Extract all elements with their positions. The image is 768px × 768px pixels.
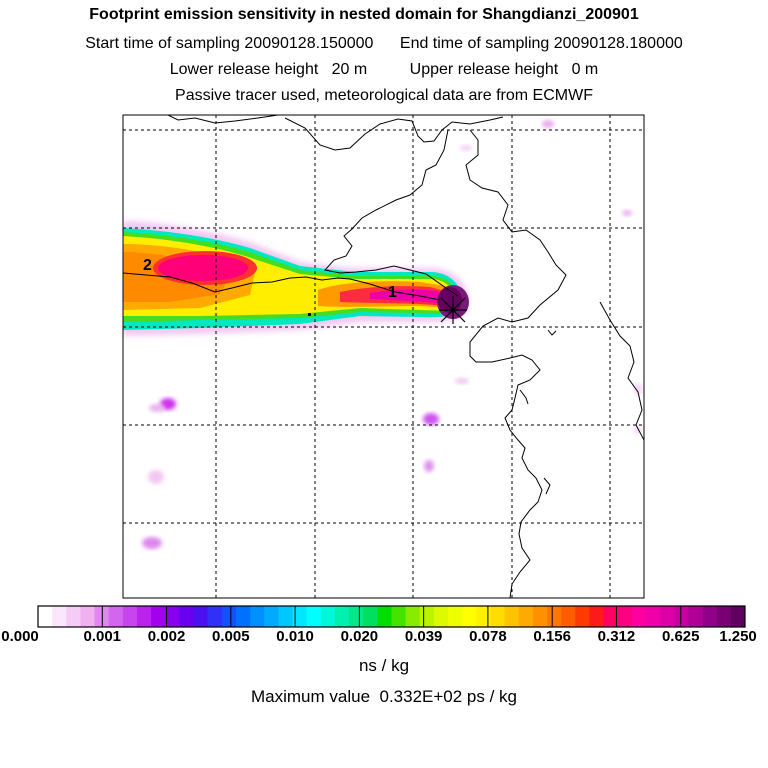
colorbar-cell: [433, 606, 449, 627]
colorbar-cell: [377, 606, 392, 627]
colorbar-cell: [264, 606, 279, 627]
colorbar-cell: [617, 606, 633, 627]
colorbar-cell: [730, 606, 746, 627]
colorbar-tick-label: 0.002: [147, 628, 186, 645]
colorbar-cell: [631, 606, 647, 627]
unit-label: ns / kg: [358, 656, 410, 675]
tracer-note: Passive tracer used, meteorological data…: [175, 87, 593, 104]
colorbar-cell: [448, 606, 463, 627]
plot-title: Footprint emission sensitivity in nested…: [89, 6, 639, 23]
coastlines-borders: [123, 115, 644, 598]
colorbar-cell: [136, 606, 152, 627]
colorbar-cell: [532, 606, 548, 627]
colorbar-cell: [151, 606, 166, 627]
plume: [123, 120, 642, 549]
grid-lines: [123, 115, 644, 598]
upper-value: 0 m: [571, 61, 599, 78]
colorbar-tick-label: 0.000: [1, 628, 39, 645]
colorbar-cell: [589, 606, 605, 627]
colorbar-cell: [547, 606, 562, 627]
colorbar-cell: [702, 606, 718, 627]
colorbar-tick-label: 0.156: [533, 628, 571, 645]
colorbar-cell: [165, 606, 180, 627]
colorbar-cell: [207, 606, 223, 627]
release-heights: Lower release height 20 m Upper release …: [0, 61, 768, 79]
colorbar-cell: [490, 606, 506, 627]
colorbar-cell: [363, 606, 378, 627]
colorbar-cell: [320, 606, 336, 627]
colorbar-tick-label: 0.020: [340, 628, 379, 645]
marker-label-1: 1: [388, 284, 397, 301]
colorbar-cell: [38, 606, 53, 627]
lower-value: 20 m: [331, 61, 368, 78]
end-label: End time of sampling: [399, 35, 550, 52]
colorbar-cell: [674, 606, 689, 627]
colorbar-cell: [716, 606, 732, 627]
colorbar-cell: [193, 606, 209, 627]
colorbar-cell: [688, 606, 704, 627]
colorbar-cell: [405, 606, 421, 627]
colorbar-tick-label: 0.078: [469, 628, 507, 645]
colorbar-cell: [603, 606, 619, 627]
colorbar-cell: [646, 606, 661, 627]
colorbar-cell: [306, 606, 322, 627]
colorbar-tick-label: 0.039: [404, 628, 443, 645]
colorbar-tick-label: 0.010: [276, 628, 314, 645]
map-frame: [122, 114, 645, 599]
marker-label-2: 2: [143, 257, 152, 274]
colorbar-cell: [292, 606, 308, 627]
max-value-line: Maximum value 0.332E+02 ps / kg: [0, 687, 768, 707]
max-label: Maximum value: [250, 687, 371, 706]
colorbar-cell: [66, 606, 81, 627]
receptor-station: [439, 296, 467, 324]
colorbar-frame: [37, 605, 746, 628]
colorbar-cell: [334, 606, 350, 627]
lower-label: Lower release height: [169, 61, 319, 78]
colorbar-cell: [419, 606, 435, 627]
colorbar-tick-label: 0.005: [212, 628, 250, 645]
start-value: 20090128.150000: [244, 35, 374, 52]
colorbar-cell: [476, 606, 491, 627]
colorbar-cell: [349, 606, 364, 627]
colorbar-tick-label: 1.250: [719, 628, 757, 645]
end-value: 20090128.180000: [553, 35, 683, 52]
colorbar-cell: [122, 606, 138, 627]
upper-label: Upper release height: [409, 61, 559, 78]
colorbar-cell: [660, 606, 675, 627]
colorbar-cell: [179, 606, 195, 627]
start-label: Start time of sampling: [85, 35, 240, 52]
colorbar: [37, 605, 746, 628]
colorbar-cell: [561, 606, 576, 627]
colorbar-tick-label: 0.312: [597, 628, 636, 645]
marker-dot: [308, 313, 311, 316]
colorbar-cell: [278, 606, 294, 627]
sampling-times: Start time of sampling 20090128.150000 E…: [0, 35, 768, 53]
colorbar-cell: [52, 606, 67, 627]
colorbar-cell: [235, 606, 251, 627]
colorbar-dividers: [101, 606, 682, 627]
colorbar-cell: [108, 606, 124, 627]
colorbar-cell: [221, 606, 237, 627]
max-value: 0.332E+02 ps / kg: [379, 687, 518, 706]
colorbar-cell: [462, 606, 477, 627]
colorbar-cell: [80, 606, 96, 627]
colorbar-cells: [38, 606, 746, 627]
colorbar-cell: [575, 606, 590, 627]
colorbar-cell: [518, 606, 534, 627]
colorbar-cell: [391, 606, 407, 627]
colorbar-tick-label: 0.625: [661, 628, 700, 645]
colorbar-cell: [250, 606, 265, 627]
colorbar-tick-label: 0.001: [83, 628, 122, 645]
colorbar-cell: [504, 606, 520, 627]
